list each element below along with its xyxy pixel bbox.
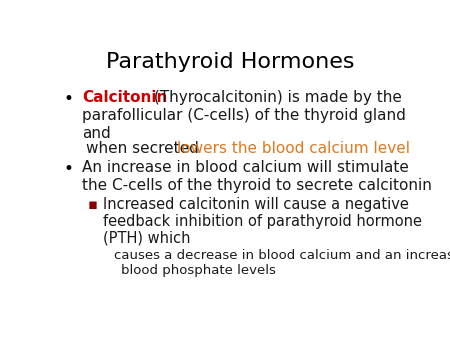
Text: and: and — [82, 126, 111, 141]
Text: feedback inhibition of parathyroid hormone: feedback inhibition of parathyroid hormo… — [104, 214, 423, 228]
Text: An increase in blood calcium will stimulate: An increase in blood calcium will stimul… — [82, 160, 410, 175]
Text: (Thyrocalcitonin) is made by the: (Thyrocalcitonin) is made by the — [148, 90, 401, 105]
Text: causes a decrease in blood calcium and an increase in: causes a decrease in blood calcium and a… — [114, 249, 450, 262]
Text: Parathyroid Hormones: Parathyroid Hormones — [106, 52, 355, 72]
Text: •: • — [64, 90, 74, 108]
Text: blood phosphate levels: blood phosphate levels — [121, 264, 276, 276]
Text: •: • — [64, 160, 74, 178]
Text: ▪: ▪ — [88, 197, 98, 212]
Text: (PTH) which: (PTH) which — [104, 231, 191, 245]
Text: when secreted: when secreted — [86, 141, 204, 156]
Text: the C-cells of the thyroid to secrete calcitonin: the C-cells of the thyroid to secrete ca… — [82, 178, 432, 193]
Text: parafollicular (C-cells) of the thyroid gland: parafollicular (C-cells) of the thyroid … — [82, 108, 406, 123]
Text: Increased calcitonin will cause a negative: Increased calcitonin will cause a negati… — [104, 197, 409, 212]
Text: Calcitonin: Calcitonin — [82, 90, 168, 105]
Text: lowers the blood calcium level: lowers the blood calcium level — [177, 141, 410, 156]
